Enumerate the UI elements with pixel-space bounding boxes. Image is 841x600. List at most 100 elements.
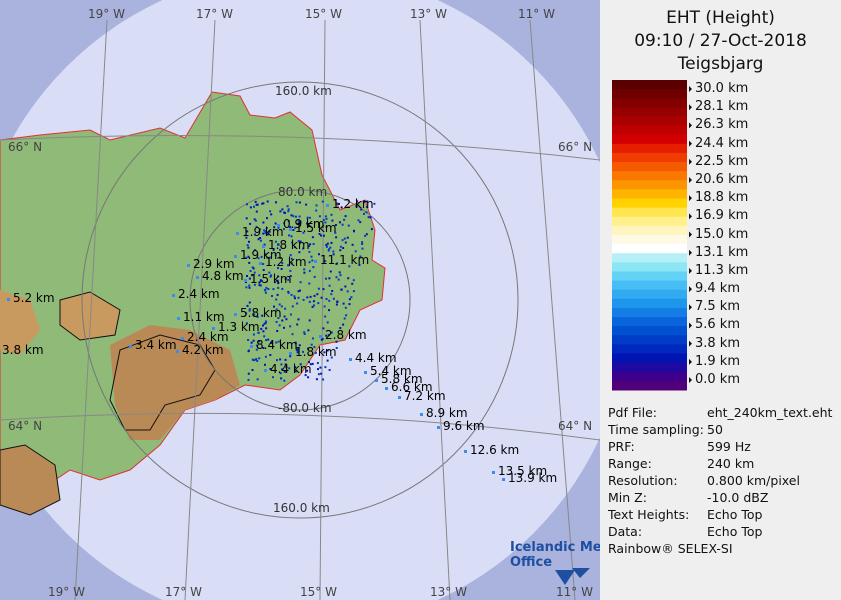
- echo-pixel: [289, 325, 292, 328]
- graticule-label: 66° N: [558, 140, 592, 154]
- echo-top-label: 1.5 km: [250, 272, 292, 286]
- scale-swatch: [612, 280, 687, 291]
- echo-marker: [492, 471, 495, 474]
- range-label: -80.0 km: [278, 401, 332, 415]
- echo-pixel: [344, 306, 347, 309]
- scale-swatch: [612, 189, 687, 200]
- scale-swatch: [612, 98, 687, 108]
- range-label: 160.0 km: [275, 84, 332, 98]
- echo-marker: [464, 450, 467, 453]
- echo-top-label: 2.8 km: [325, 328, 367, 342]
- echo-pixel: [365, 211, 368, 214]
- echo-pixel: [265, 327, 268, 330]
- echo-marker: [326, 204, 329, 207]
- scale-label: 11.3 km: [695, 262, 749, 278]
- scale-swatch: [612, 198, 687, 209]
- scale-tick: [689, 176, 692, 183]
- echo-pixel: [287, 264, 290, 267]
- echo-marker: [264, 369, 267, 372]
- title: Teigsbjarg: [677, 54, 764, 74]
- echo-pixel: [339, 249, 342, 252]
- echo-pixel: [321, 338, 324, 340]
- info-value: 599 Hz: [707, 439, 751, 454]
- echo-pixel: [309, 295, 312, 298]
- echo-pixel: [326, 349, 329, 352]
- echo-marker: [349, 358, 352, 361]
- glacier: [109, 334, 216, 431]
- echo-pixel: [315, 378, 318, 381]
- echo-pixel: [303, 331, 306, 334]
- echo-pixel: [248, 308, 251, 311]
- echo-pixel: [276, 359, 278, 362]
- echo-pixel: [255, 203, 258, 206]
- echo-pixel: [316, 293, 319, 296]
- echo-pixel: [303, 271, 306, 274]
- scale-tick: [689, 158, 692, 165]
- echo-pixel: [262, 347, 265, 349]
- echo-pixel: [313, 304, 315, 307]
- echo-pixel: [269, 256, 272, 259]
- info-key: Time sampling: 50: [608, 422, 723, 437]
- echo-pixel: [262, 269, 265, 271]
- scale-label: 0.0 km: [695, 372, 740, 387]
- echo-pixel: [251, 369, 254, 371]
- echo-pixel: [253, 205, 255, 208]
- echo-pixel: [364, 234, 367, 237]
- echo-pixel: [339, 274, 342, 277]
- echo-marker: [129, 345, 132, 348]
- echo-pixel: [304, 374, 307, 377]
- land: [0, 91, 386, 501]
- scale-swatch: [612, 89, 687, 99]
- scale-swatch: [612, 134, 687, 145]
- echo-pixel: [312, 300, 315, 303]
- echo-marker: [7, 298, 10, 301]
- echo-pixel: [282, 228, 285, 231]
- echo-pixel: [316, 362, 319, 364]
- echo-pixel: [332, 250, 335, 253]
- echo-pixel: [370, 228, 373, 231]
- echo-pixel: [321, 200, 324, 203]
- echo-pixel: [281, 368, 284, 371]
- echo-pixel: [296, 351, 299, 354]
- graticule-label: 64° N: [8, 419, 42, 433]
- glacier: [59, 291, 121, 341]
- graticule-label: 11° W: [518, 7, 555, 21]
- info-key: Text Heights: Echo Top: [608, 507, 762, 522]
- scale-label: 16.9 km: [695, 208, 749, 224]
- echo-pixel: [298, 201, 301, 204]
- echo-pixel: [329, 246, 332, 249]
- echo-top-label: 4.4 km: [355, 351, 397, 365]
- echo-pixel: [347, 277, 350, 280]
- echo-pixel: [264, 289, 267, 292]
- echo-pixel: [248, 309, 251, 312]
- echo-pixel: [261, 314, 264, 317]
- echo-pixel: [248, 277, 251, 280]
- echo-pixel: [343, 218, 346, 221]
- echo-pixel: [245, 256, 248, 259]
- echo-pixel: [280, 363, 283, 366]
- echo-pixel: [298, 344, 301, 347]
- echo-pixel: [297, 296, 300, 299]
- echo-pixel: [312, 337, 314, 340]
- echo-pixel: [361, 247, 364, 250]
- echo-pixel: [271, 295, 273, 297]
- echo-pixel: [251, 274, 254, 277]
- echo-pixel: [250, 341, 253, 344]
- echo-top-label: 5.8 km: [381, 372, 423, 386]
- echo-pixel: [281, 319, 284, 322]
- echo-pixel: [308, 361, 310, 364]
- echo-pixel: [306, 296, 309, 299]
- echo-marker: [212, 327, 215, 330]
- echo-pixel: [330, 293, 333, 296]
- info-key-text: Resolution:: [608, 473, 678, 488]
- echo-top-label: 12.6 km: [470, 443, 519, 457]
- echo-pixel: [330, 331, 333, 334]
- echo-pixel: [328, 248, 331, 251]
- scale-swatch: [612, 262, 687, 272]
- echo-pixel: [295, 348, 298, 351]
- echo-top-label: 1.8 km: [295, 345, 337, 359]
- echo-pixel: [335, 340, 338, 343]
- scale-swatch: [612, 143, 687, 154]
- echo-pixel: [312, 243, 315, 245]
